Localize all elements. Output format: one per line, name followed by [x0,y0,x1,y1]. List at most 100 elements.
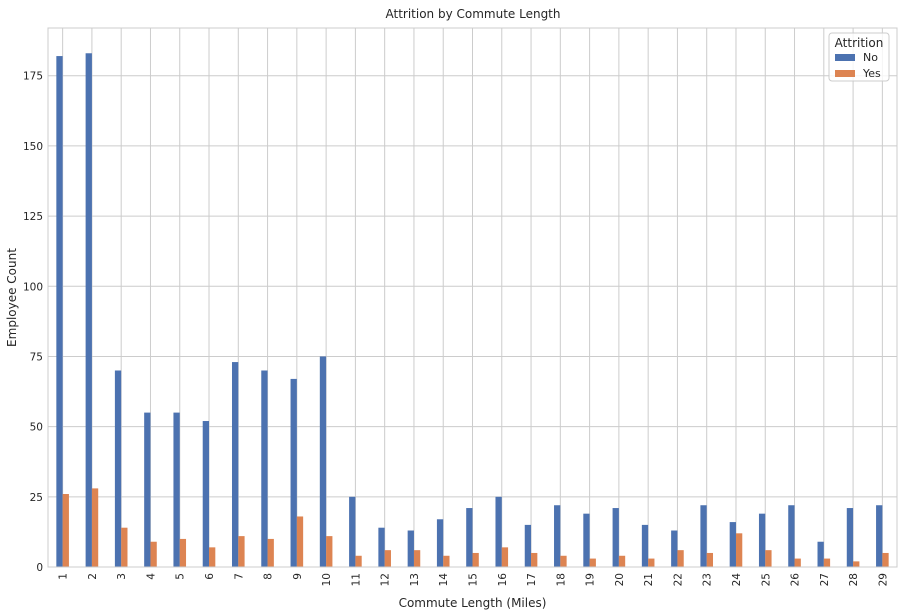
bar-yes [384,550,391,567]
bar-yes [150,541,157,567]
y-tick-label: 75 [30,351,43,363]
x-tick-label: 24 [731,573,743,587]
x-tick-label: 25 [760,573,772,586]
bar-yes [794,558,801,567]
x-tick-label: 7 [233,573,245,580]
plot-frame [47,27,898,568]
bar-yes [882,552,889,567]
bar-no [436,519,444,567]
y-tick-label: 150 [23,141,43,153]
bar-yes [296,516,304,567]
y-tick-label: 100 [23,281,43,293]
bar-yes [735,533,743,567]
bar-no [466,508,473,567]
bar-no [290,378,297,567]
x-tick-label: 19 [585,573,597,586]
y-tick-label: 0 [36,562,43,574]
bar-no [524,524,532,567]
bar-no [495,496,502,567]
x-tick-label: 22 [672,573,684,586]
bar-yes [501,547,509,567]
x-axis-ticks: 1 2 3 4 5 6 7 8 9 10 11 12 13 14 15 16 17 18 19 20 21 22 23 24 2… [58,573,890,587]
x-tick-label: 2 [87,573,99,580]
x-tick-label: 10 [321,573,333,586]
bar-yes [179,538,187,567]
bar-no [671,530,678,567]
bar-yes [413,550,421,567]
y-tick-label: 50 [30,422,43,434]
bar-yes [589,558,596,567]
x-tick-label: 13 [409,573,421,586]
x-tick-label: 1 [58,573,70,580]
x-tick-label: 27 [819,573,831,586]
bar-yes [91,488,99,567]
x-tick-label: 29 [877,573,889,586]
y-axis-label: Employee Count [5,248,19,347]
bar-no [144,412,151,567]
bar-no [114,370,122,567]
x-tick-label: 5 [175,573,187,580]
bar-yes [560,555,567,567]
legend-swatch-yes [835,70,855,77]
x-tick-label: 20 [614,573,626,586]
bar-yes [443,555,450,567]
y-tick-label: 125 [23,211,43,223]
bar-no [319,356,327,567]
bars [56,53,889,568]
bar-yes [209,547,216,567]
bar-no [612,508,619,567]
legend-label-no: No [863,51,878,64]
bar-no [554,505,561,567]
bar-yes [62,494,69,567]
bar-no [378,527,385,567]
bar-yes [853,561,860,567]
bar-yes [706,552,714,567]
bar-yes [267,538,274,567]
x-tick-label: 11 [350,573,362,586]
bar-no [788,505,795,567]
bar-yes [531,552,538,567]
y-tick-label: 175 [23,71,43,83]
legend: Attrition No Yes [828,32,890,82]
bar-yes [648,558,655,567]
legend-label-yes: Yes [862,67,881,80]
x-tick-label: 21 [643,573,655,586]
bar-no [56,56,63,568]
x-axis-label: Commute Length (Miles) [399,596,547,610]
bar-no [202,421,210,567]
bar-yes [121,527,128,567]
bar-yes [765,550,772,567]
bar-no [261,370,268,567]
bar-yes [355,555,362,567]
x-tick-label: 4 [145,573,157,580]
bar-no [407,530,414,567]
x-tick-label: 18 [555,573,567,586]
y-tick-label: 25 [30,492,43,504]
bar-yes [238,536,245,567]
bar-yes [472,552,479,567]
legend-swatch-no [835,54,855,61]
legend-title: Attrition [835,36,884,50]
bar-yes [677,550,684,567]
bar-no [846,508,854,567]
bar-no [231,362,239,567]
legend-box [828,32,890,82]
x-tick-label: 9 [292,573,304,580]
bar-no [700,505,707,567]
x-tick-label: 17 [526,573,538,586]
y-axis-ticks: 0 25 50 75 100 125 150 175 [23,71,43,574]
x-tick-label: 15 [468,573,480,586]
bar-yes [618,555,626,567]
bar-no [583,513,590,567]
bar-no [729,522,736,567]
x-tick-label: 8 [263,573,275,580]
bar-no [173,412,180,567]
bar-no [817,541,824,567]
x-tick-label: 3 [116,573,128,580]
x-tick-label: 26 [790,573,802,587]
x-tick-label: 16 [497,573,509,587]
bar-no [641,524,649,567]
bar-yes [823,558,831,567]
x-tick-label: 28 [848,573,860,586]
